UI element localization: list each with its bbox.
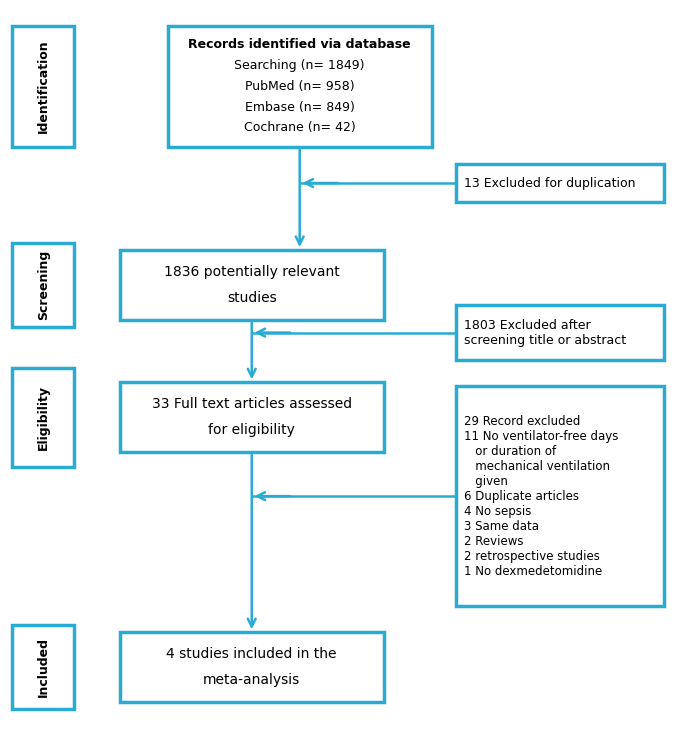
Text: 1836 potentially relevant: 1836 potentially relevant xyxy=(164,265,340,279)
FancyBboxPatch shape xyxy=(456,386,664,606)
FancyBboxPatch shape xyxy=(120,382,384,452)
Text: 4 studies included in the: 4 studies included in the xyxy=(166,647,337,661)
Text: Records identified via database: Records identified via database xyxy=(188,38,411,51)
FancyBboxPatch shape xyxy=(12,26,74,147)
FancyBboxPatch shape xyxy=(12,368,74,467)
Text: Identification: Identification xyxy=(37,40,49,133)
Text: studies: studies xyxy=(227,291,277,305)
Text: 13 Excluded for duplication: 13 Excluded for duplication xyxy=(464,176,635,190)
Text: Eligibility: Eligibility xyxy=(37,384,49,450)
Text: Included: Included xyxy=(37,637,49,697)
FancyBboxPatch shape xyxy=(12,625,74,709)
FancyBboxPatch shape xyxy=(120,250,384,320)
FancyBboxPatch shape xyxy=(120,632,384,702)
FancyBboxPatch shape xyxy=(456,305,664,360)
Text: meta-analysis: meta-analysis xyxy=(203,673,300,687)
Text: Cochrane (n= 42): Cochrane (n= 42) xyxy=(244,121,356,135)
Text: 33 Full text articles assessed: 33 Full text articles assessed xyxy=(151,397,352,411)
Text: PubMed (n= 958): PubMed (n= 958) xyxy=(245,80,355,93)
Text: 1803 Excluded after
screening title or abstract: 1803 Excluded after screening title or a… xyxy=(464,318,626,347)
Text: Searching (n= 1849): Searching (n= 1849) xyxy=(234,59,365,72)
FancyBboxPatch shape xyxy=(456,164,664,202)
Text: Embase (n= 849): Embase (n= 849) xyxy=(245,101,355,114)
Text: for eligibility: for eligibility xyxy=(208,423,295,437)
FancyBboxPatch shape xyxy=(168,26,432,147)
Text: Screening: Screening xyxy=(37,250,49,320)
Text: 29 Record excluded
11 No ventilator-free days
   or duration of
   mechanical ve: 29 Record excluded 11 No ventilator-free… xyxy=(464,415,618,578)
FancyBboxPatch shape xyxy=(12,243,74,327)
